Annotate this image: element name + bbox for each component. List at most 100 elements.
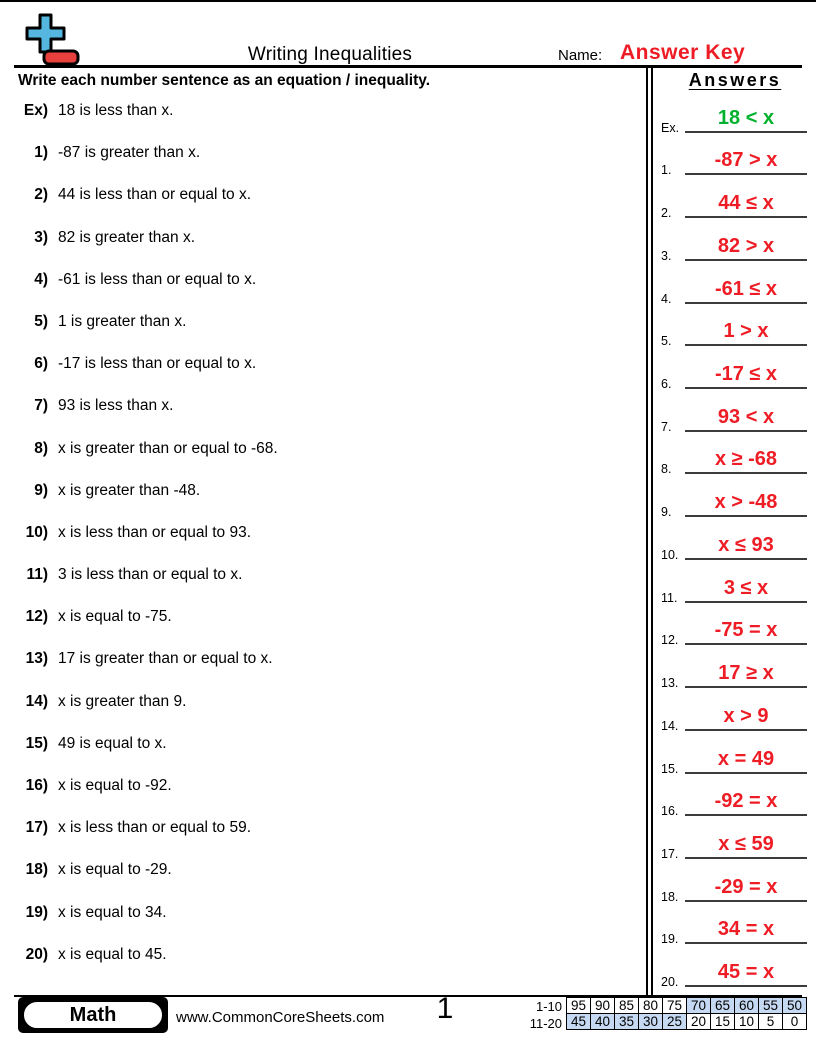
page-number: 1 bbox=[436, 992, 454, 1025]
answer-blank-line: x = 49 bbox=[685, 748, 807, 774]
question-row: 20) x is equal to 45. bbox=[0, 946, 644, 988]
answer-blank-line: x ≥ -68 bbox=[685, 448, 807, 475]
question-row: 3) 82 is greater than x. bbox=[0, 229, 644, 271]
answer-row: 18. -29 = x bbox=[654, 863, 816, 906]
answer-number: 20. bbox=[661, 975, 679, 990]
answer-value: 34 = x bbox=[717, 918, 775, 941]
question-row: 12) x is equal to -75. bbox=[0, 608, 644, 650]
answer-value: -92 = x bbox=[714, 790, 778, 813]
answer-row: 8. x ≥ -68 bbox=[654, 436, 816, 479]
score-cell: 50 bbox=[782, 997, 807, 1014]
answer-blank-line: -17 ≤ x bbox=[685, 363, 807, 390]
score-cell: 55 bbox=[758, 997, 783, 1014]
instruction-text: Write each number sentence as an equatio… bbox=[18, 72, 431, 89]
question-number: 8) bbox=[34, 439, 48, 457]
question-row: Ex) 18 is less than x. bbox=[0, 102, 644, 144]
score-cell: 45 bbox=[566, 1013, 591, 1030]
question-text: 49 is equal to x. bbox=[58, 734, 167, 752]
answer-blank-line: 17 ≥ x bbox=[685, 662, 807, 689]
answer-number: 1. bbox=[661, 163, 672, 178]
question-number: 3) bbox=[34, 228, 48, 246]
answer-row: 5. 1 > x bbox=[654, 308, 816, 351]
question-row: 19) x is equal to 34. bbox=[0, 904, 644, 946]
answer-row: 16. -92 = x bbox=[654, 778, 816, 821]
subject-badge: Math bbox=[18, 997, 168, 1033]
answer-value: x ≤ 59 bbox=[718, 832, 774, 855]
name-value: Answer Key bbox=[620, 41, 746, 64]
question-row: 17) x is less than or equal to 59. bbox=[0, 819, 644, 861]
score-cell: 80 bbox=[638, 997, 663, 1014]
score-cell: 10 bbox=[734, 1013, 759, 1030]
question-text: -17 is less than or equal to x. bbox=[58, 355, 257, 373]
score-cell: 35 bbox=[614, 1013, 639, 1030]
question-row: 15) 49 is equal to x. bbox=[0, 735, 644, 777]
question-number: 5) bbox=[34, 312, 48, 330]
answer-value: 93 < x bbox=[717, 405, 775, 428]
answer-value: 44 ≤ x bbox=[718, 192, 774, 215]
score-range-label-row1: 1-10 bbox=[535, 999, 562, 1014]
answer-blank-line: 82 > x bbox=[685, 235, 807, 261]
answer-blank-line: 93 < x bbox=[685, 406, 807, 432]
answers-list: Ex. 18 < x 1. -87 > x 2. 44 ≤ x 3. 82 > … bbox=[654, 94, 816, 991]
question-text: 93 is less than x. bbox=[58, 397, 174, 415]
question-number: 16) bbox=[25, 777, 48, 794]
score-range-labels: 1-10 11-20 bbox=[512, 999, 562, 1032]
question-text: x is equal to 34. bbox=[58, 903, 167, 921]
question-number: 19) bbox=[25, 903, 48, 921]
answer-blank-line: 1 > x bbox=[685, 320, 807, 347]
question-text: -87 is greater than x. bbox=[58, 144, 201, 162]
question-number: 4) bbox=[34, 270, 48, 288]
answer-row: 7. 93 < x bbox=[654, 393, 816, 436]
question-number: 20) bbox=[25, 945, 48, 963]
answer-blank-line: 45 = x bbox=[685, 961, 807, 988]
answer-number: 9. bbox=[661, 505, 672, 520]
answer-row: 3. 82 > x bbox=[654, 222, 816, 265]
question-text: x is less than or equal to 93. bbox=[58, 523, 252, 541]
question-text: x is equal to -29. bbox=[58, 861, 172, 879]
question-number: 6) bbox=[34, 355, 48, 373]
question-text: 44 is less than or equal to x. bbox=[58, 186, 252, 204]
question-row: 7) 93 is less than x. bbox=[0, 397, 644, 439]
question-row: 16) x is equal to -92. bbox=[0, 777, 644, 819]
answer-number: 14. bbox=[661, 718, 679, 733]
answer-blank-line: x > 9 bbox=[685, 705, 807, 731]
question-row: 6) -17 is less than or equal to x. bbox=[0, 355, 644, 397]
score-cell: 0 bbox=[782, 1013, 807, 1030]
answer-blank-line: -61 ≤ x bbox=[685, 278, 807, 304]
question-text: 3 is less than or equal to x. bbox=[58, 566, 243, 584]
answer-number: 2. bbox=[661, 206, 672, 221]
page-top-border bbox=[0, 0, 816, 2]
answer-value: x > 9 bbox=[723, 704, 769, 727]
answer-value: x = 49 bbox=[717, 747, 775, 770]
question-number: 12) bbox=[25, 608, 48, 626]
question-text: x is greater than or equal to -68. bbox=[58, 439, 278, 457]
answer-value: 45 = x bbox=[717, 961, 775, 984]
answer-row: 15. x = 49 bbox=[654, 735, 816, 778]
score-table-row: 95 90 85 80 75 70 65 60 55 50 bbox=[566, 997, 807, 1014]
question-row: 5) 1 is greater than x. bbox=[0, 313, 644, 355]
score-range-label-row2: 11-20 bbox=[529, 1015, 562, 1031]
question-row: 2) 44 is less than or equal to x. bbox=[0, 186, 644, 228]
answer-blank-line: x ≤ 93 bbox=[685, 534, 807, 560]
question-row: 18) x is equal to -29. bbox=[0, 861, 644, 903]
answer-row: Ex. 18 < x bbox=[654, 94, 816, 137]
score-cell: 95 bbox=[566, 997, 591, 1014]
question-row: 14) x is greater than 9. bbox=[0, 693, 644, 735]
question-number: 10) bbox=[25, 523, 48, 541]
answer-row: 9. x > -48 bbox=[654, 478, 816, 521]
answer-row: 2. 44 ≤ x bbox=[654, 179, 816, 222]
question-number: 13) bbox=[25, 650, 48, 668]
website-link[interactable]: www.CommonCoreSheets.com bbox=[176, 1009, 385, 1026]
answer-value: -29 = x bbox=[714, 875, 778, 898]
answer-row: 1. -87 > x bbox=[654, 137, 816, 180]
question-number: 9) bbox=[34, 481, 48, 499]
answer-row: 10. x ≤ 93 bbox=[654, 521, 816, 564]
answer-row: 17. x ≤ 59 bbox=[654, 820, 816, 863]
answer-row: 12. -75 = x bbox=[654, 607, 816, 650]
answer-row: 11. 3 ≤ x bbox=[654, 564, 816, 607]
answer-value: 1 > x bbox=[723, 320, 769, 343]
question-text: x is less than or equal to 59. bbox=[58, 819, 252, 837]
question-row: 10) x is less than or equal to 93. bbox=[0, 524, 644, 566]
score-cell: 15 bbox=[710, 1013, 735, 1030]
